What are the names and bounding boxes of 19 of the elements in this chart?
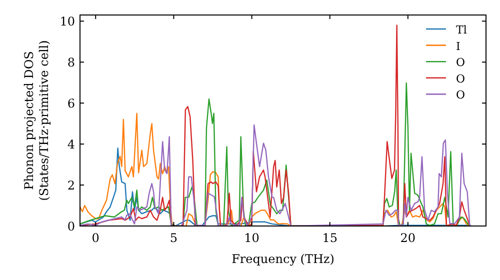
x-tick-label: 0	[92, 231, 100, 245]
y-tick-label: 10	[60, 14, 75, 29]
x-tick-label: 20	[400, 231, 416, 245]
legend-label: Tl	[456, 24, 468, 36]
legend-label: O	[456, 88, 466, 102]
y-tick-label: 6	[67, 96, 75, 111]
x-tick-label: 15	[322, 231, 338, 245]
x-axis-title: Frequency (THz)	[232, 252, 334, 266]
x-tick-label: 5	[170, 231, 178, 245]
line-series	[80, 82, 471, 226]
legend-label: O	[456, 56, 466, 70]
x-tick-label: 10	[244, 231, 260, 245]
y-tick-label: 4	[67, 138, 76, 152]
y-tick-label: 0	[67, 220, 75, 234]
y-tick-label: 2	[67, 178, 75, 193]
legend-label: O	[456, 72, 466, 86]
y-axis-title: Phonon projected DOS (States/THz·primitive cell)	[22, 40, 51, 201]
legend-label: I	[456, 40, 460, 53]
y-tick-label: 8	[67, 56, 75, 70]
